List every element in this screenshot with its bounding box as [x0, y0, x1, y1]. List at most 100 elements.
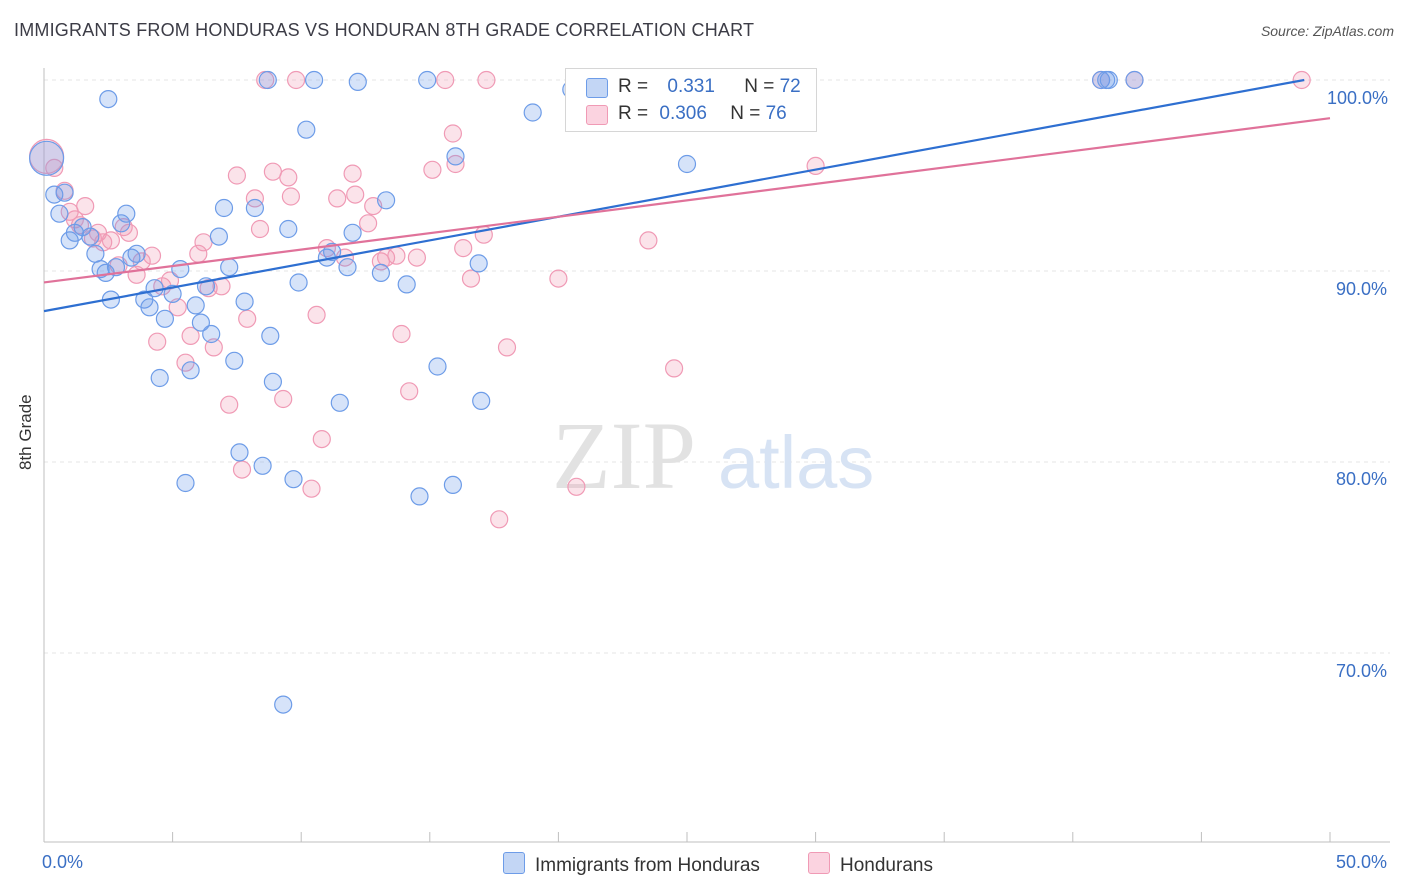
scatter-point [202, 324, 221, 344]
scatter-point [297, 120, 316, 139]
scatter-point [328, 189, 347, 208]
scatter-point [261, 326, 280, 345]
watermark: ZIP atlas [552, 402, 874, 509]
legend-r-value-1: 0.331 [667, 76, 715, 97]
legend-r-value-2: 0.306 [659, 103, 707, 124]
scatter-point [348, 72, 367, 92]
scatter-point [549, 269, 568, 288]
scatter-point [289, 273, 308, 292]
scatter-point [338, 258, 357, 277]
scatter-point [343, 164, 362, 183]
y-axis-title: 8th Grade [16, 394, 35, 470]
points-series-1 [28, 70, 1144, 714]
legend-n-value-1: 72 [779, 76, 801, 97]
scatter-point [101, 231, 121, 250]
watermark-zip: ZIP [552, 402, 696, 509]
scatter-point [145, 279, 164, 298]
scatter-point [81, 227, 100, 246]
scatter-point [346, 185, 365, 204]
scatter-point [181, 361, 200, 380]
scatter-point [305, 70, 324, 90]
legend-swatch-pink [586, 105, 608, 125]
scatter-point [1091, 70, 1111, 90]
scatter-point [1125, 70, 1144, 90]
trend-lines [43, 78, 1331, 313]
scatter-point [176, 473, 195, 493]
stats-legend: R = 0.331 N = 72 R = 0.306 N = 76 [565, 68, 817, 132]
scatter-point [171, 260, 190, 279]
scatter-point [523, 103, 542, 122]
scatter-point [279, 168, 298, 187]
scatter-point [274, 389, 293, 409]
scatter-point [55, 183, 74, 202]
x-axis-ticks [43, 832, 1331, 842]
scatter-point [469, 254, 488, 273]
scatter-point [45, 158, 64, 177]
scatter-point [307, 305, 326, 324]
legend-n-label-2: N = [730, 103, 761, 124]
legend-label-series-1: Immigrants from Honduras [535, 855, 760, 876]
scatter-point [323, 242, 342, 261]
legend-n-value-2: 76 [765, 103, 787, 124]
scatter-point [168, 298, 187, 317]
scatter-point [392, 324, 411, 344]
scatter-point [106, 258, 126, 277]
scatter-point [99, 89, 118, 109]
scatter-point [1099, 70, 1118, 90]
scatter-point [86, 244, 105, 263]
scatter-point [330, 393, 349, 412]
legend-item-series-1: Immigrants from Honduras [503, 852, 760, 877]
scatter-point [312, 430, 331, 449]
scatter-point [112, 214, 131, 233]
scatter-point [204, 338, 223, 357]
scatter-point [227, 166, 246, 185]
legend-r-label-1: R = [618, 76, 649, 97]
scatter-point [245, 198, 264, 218]
scatter-point [83, 229, 103, 248]
scatter-point [497, 338, 517, 357]
legend-swatch-blue [586, 78, 608, 98]
trend-line-series-2 [43, 117, 1331, 284]
scatter-point [50, 204, 69, 223]
scatter-point [639, 231, 658, 250]
scatter-point [343, 223, 362, 242]
scatter-point [220, 395, 239, 414]
scatter-point [806, 156, 825, 175]
scatter-point [443, 475, 462, 494]
scatter-point [191, 313, 210, 332]
scatter-point [253, 456, 272, 475]
scatter-point [400, 382, 419, 401]
y-tick-label-80: 80.0% [1336, 469, 1388, 489]
scatter-point [418, 70, 437, 90]
scatter-point [73, 218, 92, 237]
scatter-point [186, 296, 205, 315]
scatter-point [446, 154, 465, 174]
legend-swatch-series-2 [808, 852, 830, 874]
scatter-point [194, 233, 213, 252]
scatter-point [76, 197, 95, 216]
legend-swatch-series-1 [503, 852, 525, 874]
scatter-point [461, 269, 481, 288]
scatter-point [148, 332, 167, 351]
scatter-point [238, 309, 257, 328]
scatter-point [263, 162, 282, 181]
trend-line-series-1 [43, 78, 1305, 313]
scatter-point [359, 214, 378, 233]
chart-source: Source: ZipAtlas.com [1260, 23, 1394, 39]
legend-label-series-2: Hondurans [840, 855, 933, 876]
x-tick-label-max: 50.0% [1336, 852, 1388, 872]
scatter-point [477, 70, 496, 90]
scatter-point [371, 263, 390, 282]
scatter-point [423, 160, 442, 179]
scatter-point [235, 292, 254, 311]
scatter-point [287, 70, 306, 90]
scatter-point [209, 227, 228, 246]
x-tick-label-min: 0.0% [42, 852, 84, 872]
scatter-point [454, 239, 473, 258]
scatter-point [446, 147, 465, 166]
gridlines [44, 79, 1390, 654]
scatter-point [181, 326, 200, 345]
scatter-point [142, 246, 162, 265]
scatter-point [436, 70, 455, 90]
